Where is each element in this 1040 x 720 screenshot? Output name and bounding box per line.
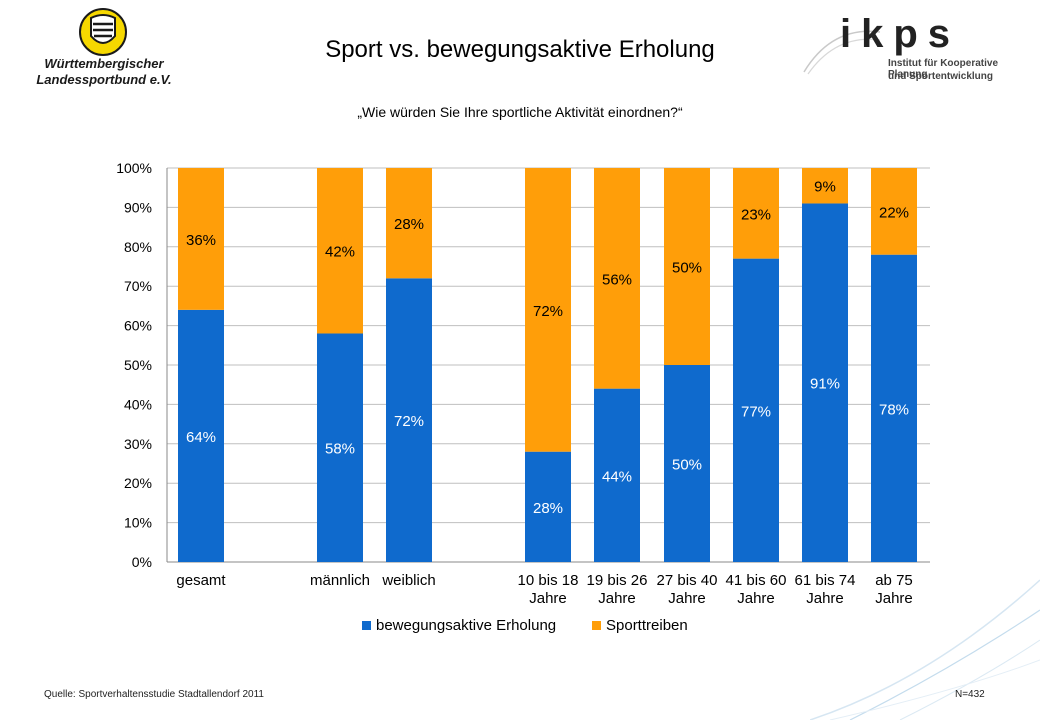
- data-label: 50%: [672, 457, 702, 474]
- bar-sport: [664, 168, 710, 365]
- wlsb-logo: Württembergischer Landessportbund e.V.: [18, 6, 188, 92]
- bar-sport: [802, 168, 848, 204]
- y-tick-label: 70%: [124, 278, 152, 294]
- slide-title: Sport vs. bewegungsaktive Erholung: [325, 36, 715, 63]
- y-tick-label: 50%: [124, 357, 152, 373]
- x-tick-label: 41 bis 60: [726, 572, 787, 589]
- survey-question: „Wie würden Sie Ihre sportliche Aktivitä…: [357, 104, 683, 120]
- ikps-logo: ikps Institut für Kooperative Planung un…: [803, 12, 1032, 88]
- ikps-arc-icon: [803, 30, 881, 75]
- ikps-tagline-2: und Sportentwicklung: [888, 71, 993, 82]
- wlsb-seal-icon: [79, 8, 127, 56]
- x-tick-label: 10 bis 18: [518, 572, 579, 589]
- y-tick-label: 40%: [124, 396, 152, 412]
- data-label: 28%: [394, 216, 424, 233]
- x-tick-label: 61 bis 74: [795, 572, 856, 589]
- ikps-brand: ikps: [840, 12, 961, 56]
- data-label: 77%: [741, 403, 771, 420]
- x-tick-label: 27 bis 40: [657, 572, 718, 589]
- x-tick-label: Jahre: [737, 590, 775, 607]
- data-label: 44%: [602, 468, 632, 485]
- x-tick-label: Jahre: [598, 590, 636, 607]
- legend-swatch-sport: [592, 621, 601, 630]
- source-note: Quelle: Sportverhaltensstudie Stadtallen…: [44, 689, 264, 700]
- wlsb-name-line2: Landessportbund e.V.: [36, 72, 172, 87]
- data-label: 23%: [741, 206, 771, 223]
- data-label: 72%: [394, 413, 424, 430]
- bar-sport: [871, 168, 917, 255]
- y-tick-label: 30%: [124, 436, 152, 452]
- x-tick-label: weiblich: [381, 572, 435, 589]
- y-tick-label: 60%: [124, 318, 152, 334]
- x-tick-label: Jahre: [529, 590, 567, 607]
- y-tick-label: 80%: [124, 239, 152, 255]
- bar-sport: [386, 168, 432, 279]
- wlsb-name-line1: Württembergischer: [44, 56, 164, 71]
- bar-erholung: [594, 388, 640, 562]
- x-tick-label: Jahre: [875, 590, 913, 607]
- x-tick-label: ab 75: [875, 572, 913, 589]
- bar-erholung: [525, 451, 571, 562]
- data-label: 42%: [325, 244, 355, 261]
- legend-swatch-erholung: [362, 621, 371, 630]
- bar-sport: [317, 168, 363, 334]
- data-label: 50%: [672, 260, 702, 277]
- data-label: 9%: [814, 179, 836, 196]
- data-label: 22%: [879, 204, 909, 221]
- data-label: 58%: [325, 441, 355, 458]
- legend-label: Sporttreiben: [606, 617, 688, 634]
- data-label: 78%: [879, 401, 909, 418]
- x-tick-label: Jahre: [668, 590, 706, 607]
- y-tick-label: 100%: [116, 160, 152, 176]
- bar-erholung: [802, 203, 848, 562]
- y-tick-label: 10%: [124, 515, 152, 531]
- decorative-swoosh: [810, 579, 1040, 720]
- bar-sport: [178, 168, 224, 310]
- x-tick-label: Jahre: [806, 590, 844, 607]
- sample-size: N=432: [955, 689, 985, 700]
- bar-erholung: [386, 278, 432, 562]
- data-label: 91%: [810, 376, 840, 393]
- bar-erholung: [664, 365, 710, 562]
- bar-erholung: [178, 309, 224, 562]
- bar-sport: [594, 168, 640, 389]
- y-tick-label: 0%: [132, 554, 152, 570]
- y-tick-label: 20%: [124, 475, 152, 491]
- data-label: 72%: [533, 303, 563, 320]
- data-label: 28%: [533, 500, 563, 517]
- data-label: 36%: [186, 232, 216, 249]
- ikps-tagline-1: Institut für Kooperative Planung: [888, 58, 999, 80]
- y-tick-label: 90%: [124, 199, 152, 215]
- x-tick-label: 19 bis 26: [587, 572, 648, 589]
- bar-erholung: [733, 258, 779, 562]
- bar-erholung: [871, 254, 917, 562]
- bar-sport: [733, 168, 779, 259]
- x-tick-label: gesamt: [176, 572, 226, 589]
- data-label: 56%: [602, 271, 632, 288]
- data-label: 64%: [186, 429, 216, 446]
- x-tick-label: männlich: [310, 572, 370, 589]
- bar-erholung: [317, 333, 363, 562]
- legend-label: bewegungsaktive Erholung: [376, 617, 556, 634]
- bar-sport: [525, 168, 571, 452]
